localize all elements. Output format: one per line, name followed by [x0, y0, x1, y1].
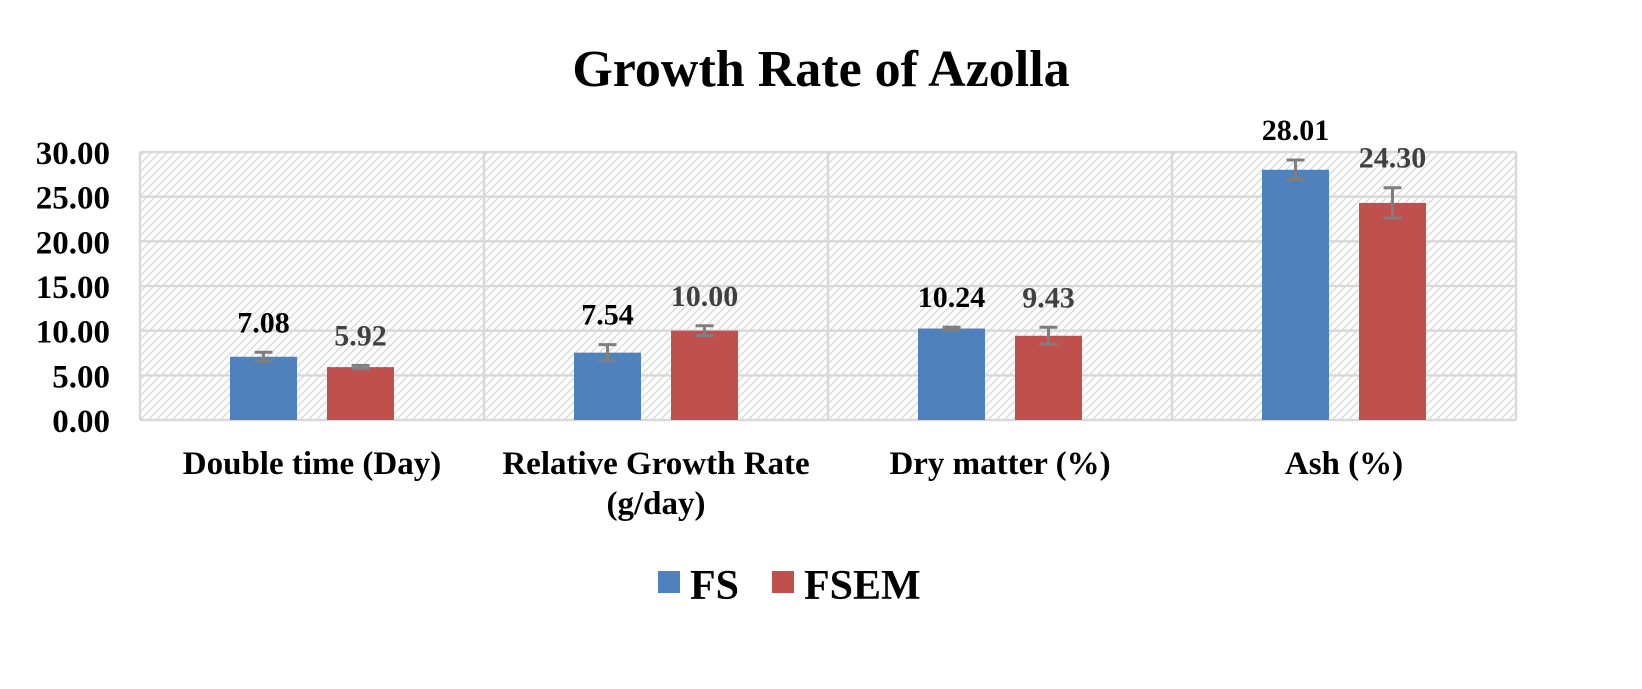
bar [671, 330, 738, 420]
bar [230, 356, 297, 420]
x-tick-label: Relative Growth Rate [502, 446, 809, 482]
y-tick-label: 10.00 [36, 315, 110, 351]
data-label: 7.08 [237, 306, 290, 339]
bar [1359, 202, 1426, 420]
bar [574, 352, 641, 420]
legend-label: FS [690, 563, 739, 609]
y-tick-label: 20.00 [36, 225, 110, 261]
data-label: 5.92 [334, 319, 387, 352]
data-label: 28.01 [1262, 114, 1330, 147]
bar [1262, 169, 1329, 420]
bar [1015, 335, 1082, 420]
x-tick-label: Double time (Day) [183, 446, 441, 482]
data-label: 9.43 [1022, 281, 1075, 314]
legend-swatch [772, 571, 794, 593]
legend-swatch [658, 571, 680, 593]
data-label: 7.54 [581, 299, 634, 332]
y-tick-label: 25.00 [36, 181, 110, 217]
x-tick-label: Dry matter (%) [889, 446, 1110, 482]
x-tick-label: Ash (%) [1285, 446, 1403, 482]
legend-label: FSEM [804, 563, 921, 609]
y-tick-label: 15.00 [36, 270, 110, 306]
data-label: 10.00 [671, 280, 739, 313]
bar [918, 328, 985, 420]
data-label: 10.24 [918, 281, 986, 314]
y-tick-label: 30.00 [36, 136, 110, 172]
chart-title: Growth Rate of Azolla [572, 41, 1069, 98]
data-label: 24.30 [1359, 142, 1427, 175]
y-tick-label: 0.00 [52, 404, 110, 440]
bar [327, 367, 394, 420]
y-tick-label: 5.00 [52, 359, 110, 395]
x-tick-label: (g/day) [607, 486, 706, 522]
